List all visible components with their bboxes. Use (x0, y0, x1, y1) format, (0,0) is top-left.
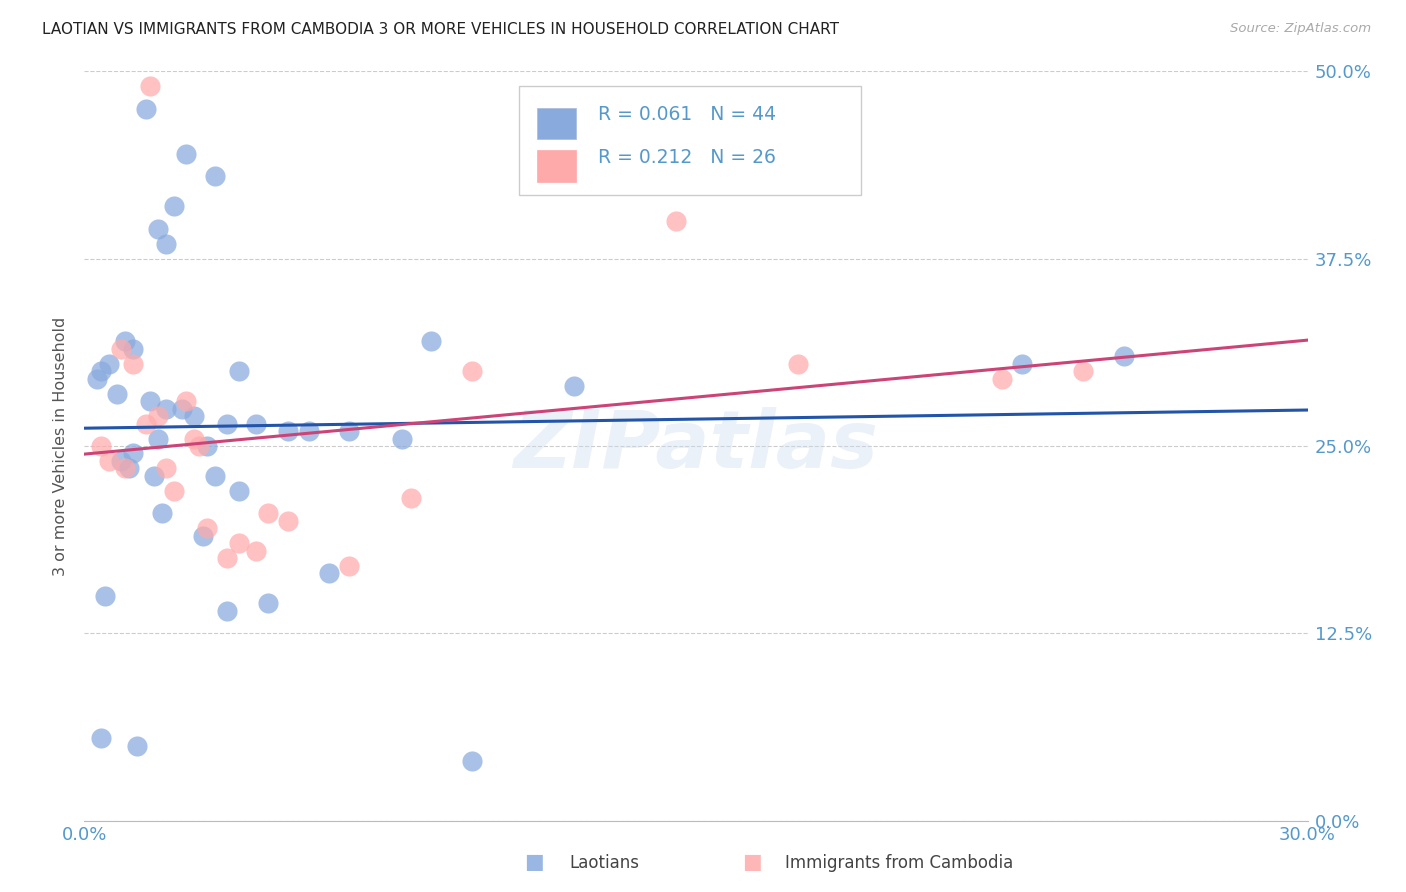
Point (97, 357, 120, 371)
Point (122, 342, 145, 356)
Point (339, 558, 361, 573)
Point (217, 604, 239, 618)
Point (105, 386, 128, 401)
Point (155, 236, 177, 251)
Point (228, 536, 250, 550)
Point (228, 364, 250, 378)
Point (245, 544, 267, 558)
Point (155, 461, 177, 475)
FancyBboxPatch shape (519, 87, 860, 195)
Point (195, 521, 218, 535)
Point (191, 529, 214, 543)
Point (257, 507, 280, 521)
Point (391, 432, 413, 446)
Point (114, 334, 136, 348)
Y-axis label: 3 or more Vehicles in Household: 3 or more Vehicles in Household (53, 317, 69, 575)
Point (204, 169, 226, 184)
Text: R = 0.061   N = 44: R = 0.061 N = 44 (598, 104, 776, 124)
Point (142, 469, 165, 483)
Point (110, 454, 132, 468)
Point (174, 394, 197, 409)
Point (461, 364, 484, 378)
Point (562, 379, 585, 393)
Point (118, 461, 141, 475)
Point (138, 79, 160, 94)
Point (787, 357, 810, 371)
Point (991, 371, 1014, 385)
Point (150, 507, 173, 521)
Point (187, 439, 209, 453)
Point (90, 364, 112, 378)
Text: Source: ZipAtlas.com: Source: ZipAtlas.com (1230, 22, 1371, 36)
Point (155, 401, 177, 416)
Point (174, 146, 197, 161)
Point (183, 432, 205, 446)
Point (172, 401, 194, 416)
Point (146, 432, 169, 446)
Point (135, 417, 157, 431)
Point (110, 342, 132, 356)
Point (245, 417, 267, 431)
FancyBboxPatch shape (537, 151, 576, 181)
Point (318, 566, 340, 581)
Text: ZIPatlas: ZIPatlas (513, 407, 879, 485)
Point (93, 589, 117, 603)
Point (90, 731, 112, 746)
Point (399, 491, 422, 506)
Point (122, 446, 145, 460)
Point (127, 739, 149, 753)
Point (1011, 357, 1033, 371)
Text: ■: ■ (524, 853, 544, 872)
Point (257, 596, 280, 610)
Point (420, 334, 443, 348)
Point (97, 454, 120, 468)
Point (135, 102, 157, 116)
Point (204, 469, 226, 483)
Text: R = 0.212   N = 26: R = 0.212 N = 26 (598, 148, 776, 167)
Point (138, 394, 160, 409)
Text: Immigrants from Cambodia: Immigrants from Cambodia (785, 855, 1012, 872)
Text: LAOTIAN VS IMMIGRANTS FROM CAMBODIA 3 OR MORE VEHICLES IN HOUSEHOLD CORRELATION : LAOTIAN VS IMMIGRANTS FROM CAMBODIA 3 OR… (42, 22, 839, 37)
Point (86, 371, 108, 385)
Point (195, 439, 218, 453)
Point (146, 409, 169, 423)
Point (146, 221, 169, 235)
Point (1073, 364, 1095, 378)
Point (90, 439, 112, 453)
Point (114, 461, 136, 475)
Point (298, 424, 321, 438)
Text: ■: ■ (742, 853, 762, 872)
Text: Laotians: Laotians (569, 855, 640, 872)
Point (163, 483, 186, 498)
Point (1114, 349, 1136, 363)
Point (217, 417, 239, 431)
Point (461, 754, 484, 768)
Point (228, 483, 250, 498)
Point (183, 409, 205, 423)
Point (665, 214, 688, 228)
Point (339, 424, 361, 438)
Point (277, 424, 299, 438)
FancyBboxPatch shape (537, 108, 576, 139)
Point (277, 514, 299, 528)
Point (217, 551, 239, 566)
Point (163, 199, 186, 213)
Point (122, 357, 145, 371)
